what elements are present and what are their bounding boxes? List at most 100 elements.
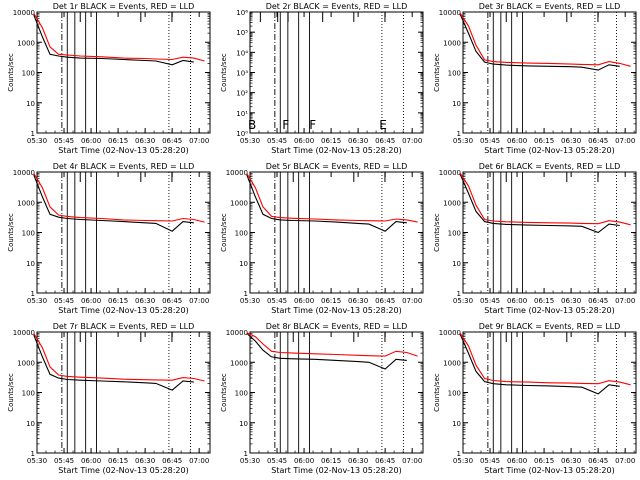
panel-title: Det 8r BLACK = Events, RED = LLD	[266, 322, 408, 331]
y-tick-label: 10⁰	[236, 130, 248, 138]
x-tick-label: 05:30	[240, 457, 260, 465]
y-tick-label: 1000	[17, 39, 35, 47]
panel-title: Det 1r BLACK = Events, RED = LLD	[53, 2, 195, 11]
y-tick-label: 10	[239, 420, 248, 428]
plot-frame	[36, 171, 211, 294]
x-tick-label: 05:45	[480, 137, 500, 145]
panel-title: Det 5r BLACK = Events, RED = LLD	[266, 162, 408, 171]
x-tick-label: 06:15	[108, 457, 128, 465]
series-line-events	[459, 173, 620, 234]
x-tick-label: 07:00	[615, 137, 635, 145]
y-tick-label: 1	[457, 290, 461, 298]
y-tick-label: 10000	[226, 329, 248, 337]
x-tick-label: 05:45	[54, 297, 74, 305]
panel-det-7: Det 7r BLACK = Events, RED = LLD 1 10 100 10…	[7, 322, 211, 475]
x-tick-label: 06:45	[162, 297, 182, 305]
y-tick-label: 10	[239, 260, 248, 268]
y-tick-label: 10²	[236, 90, 248, 98]
plot-frame	[249, 11, 424, 134]
x-tick-label: 07:00	[189, 457, 209, 465]
y-tick-label: 10	[26, 420, 35, 428]
x-tick-label: 07:00	[615, 457, 635, 465]
y-axis-label: Counts/sec	[433, 53, 441, 92]
y-tick-label: 1000	[443, 199, 461, 207]
y-tick-label: 10	[26, 100, 35, 108]
x-tick-label: 06:45	[588, 297, 608, 305]
x-tick-label: 05:30	[240, 297, 260, 305]
y-tick-label: 1000	[230, 359, 248, 367]
x-tick-label: 06:00	[81, 297, 101, 305]
y-tick-label: 1000	[230, 199, 248, 207]
x-tick-label: 07:00	[402, 137, 422, 145]
x-tick-label: 06:30	[135, 457, 155, 465]
y-axis-label: Counts/sec	[433, 213, 441, 252]
x-tick-label: 06:30	[561, 297, 581, 305]
x-tick-label: 05:45	[267, 137, 287, 145]
x-axis-label: Start Time (02-Nov-13 05:28:20)	[58, 306, 188, 315]
series-line-events	[246, 332, 407, 370]
panel-det-6: Det 6r BLACK = Events, RED = LLD 1 10 100 10…	[433, 162, 637, 315]
y-tick-label: 1000	[17, 359, 35, 367]
x-tick-label: 06:30	[561, 137, 581, 145]
panel-det-1: Det 1r BLACK = Events, RED = LLD 1 10 100 10…	[7, 2, 211, 155]
plot-frame	[36, 331, 211, 454]
y-tick-label: 10000	[226, 169, 248, 177]
panel-det-5: Det 5r BLACK = Events, RED = LLD 1 10 100 10…	[220, 162, 424, 315]
x-tick-label: 05:30	[453, 457, 473, 465]
series-line-events	[246, 174, 407, 232]
x-axis-label: Start Time (02-Nov-13 05:28:20)	[58, 466, 188, 475]
y-axis-label: Counts/sec	[7, 53, 15, 92]
panel-title: Det 3r BLACK = Events, RED = LLD	[479, 2, 621, 11]
y-tick-label: 100	[22, 70, 35, 78]
x-tick-label: 06:00	[81, 137, 101, 145]
y-tick-label: 1000	[443, 359, 461, 367]
y-tick-label: 10000	[13, 9, 35, 17]
y-tick-label: 100	[22, 390, 35, 398]
x-tick-label: 06:00	[294, 137, 314, 145]
y-tick-label: 10	[452, 100, 461, 108]
x-tick-label: 05:45	[480, 457, 500, 465]
x-tick-label: 06:00	[507, 297, 527, 305]
panel-title: Det 9r BLACK = Events, RED = LLD	[479, 322, 621, 331]
panel-title: Det 4r BLACK = Events, RED = LLD	[53, 162, 195, 171]
plot-frame	[249, 331, 424, 454]
y-axis-label: Counts/sec	[433, 373, 441, 412]
y-tick-label: 1	[457, 450, 461, 458]
x-axis-label: Start Time (02-Nov-13 05:28:20)	[484, 466, 614, 475]
series-line-events	[459, 13, 620, 71]
y-axis-label: Counts/sec	[220, 373, 228, 412]
x-tick-label: 07:00	[615, 297, 635, 305]
x-tick-label: 06:15	[534, 457, 554, 465]
x-tick-label: 06:45	[375, 297, 395, 305]
x-tick-label: 06:15	[534, 297, 554, 305]
x-tick-label: 05:45	[480, 297, 500, 305]
flag-marker: B	[248, 118, 256, 132]
panel-det-4: Det 4r BLACK = Events, RED = LLD 1 10 100 10…	[7, 162, 211, 315]
x-tick-label: 06:45	[162, 137, 182, 145]
y-tick-label: 100	[235, 390, 248, 398]
y-tick-label: 10000	[13, 329, 35, 337]
x-tick-label: 06:00	[507, 457, 527, 465]
x-tick-label: 06:15	[321, 137, 341, 145]
panel-det-9: Det 9r BLACK = Events, RED = LLD 1 10 100 10…	[433, 322, 637, 475]
panel-det-2: Det 2r BLACK = Events, RED = LLD 10⁰ 10¹ 10…	[220, 2, 424, 155]
plot-frame	[249, 171, 424, 294]
series-line-lld	[459, 172, 631, 226]
panel-det-8: Det 8r BLACK = Events, RED = LLD 1 10 100 10…	[220, 322, 424, 475]
x-tick-label: 06:45	[588, 457, 608, 465]
series-line-events	[33, 14, 194, 66]
y-axis-label: Counts/sec	[220, 53, 228, 92]
y-tick-label: 10⁴	[236, 49, 248, 57]
x-tick-label: 06:00	[507, 137, 527, 145]
x-tick-label: 05:45	[54, 137, 74, 145]
y-tick-label: 10³	[236, 70, 248, 78]
series-line-lld	[459, 332, 631, 386]
y-tick-label: 10000	[439, 169, 461, 177]
series-line-events	[33, 174, 194, 232]
x-tick-label: 05:30	[27, 137, 47, 145]
y-tick-label: 1	[457, 130, 461, 138]
x-tick-label: 06:45	[375, 137, 395, 145]
x-tick-label: 06:30	[135, 137, 155, 145]
x-axis-label: Start Time (02-Nov-13 05:28:20)	[271, 466, 401, 475]
